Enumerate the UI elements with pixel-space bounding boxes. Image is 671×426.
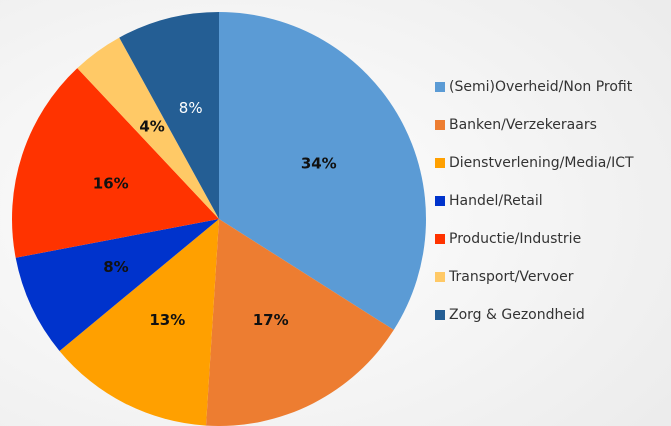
legend-swatch	[435, 272, 445, 282]
value-label: 8%	[179, 99, 203, 117]
pie-slice	[206, 219, 394, 426]
legend-label: Dienstverlening/Media/ICT	[449, 155, 634, 171]
legend-label: (Semi)Overheid/Non Profit	[449, 79, 633, 95]
legend-swatch	[435, 196, 445, 206]
value-label: 13%	[149, 311, 185, 329]
legend: (Semi)Overheid/Non Profit Banken/Verzeker…	[435, 79, 634, 323]
value-label: 34%	[301, 155, 337, 173]
legend-swatch	[435, 82, 445, 92]
value-label: 16%	[93, 174, 129, 192]
legend-label: Transport/Vervoer	[448, 269, 574, 285]
legend-swatch	[435, 310, 445, 320]
pie-slice	[59, 219, 220, 426]
legend-swatch	[435, 158, 445, 168]
legend-swatch	[435, 120, 445, 130]
legend-label: Handel/Retail	[449, 193, 543, 209]
legend-label: Productie/Industrie	[449, 231, 581, 247]
legend-swatch	[435, 234, 445, 244]
pie-slice	[119, 12, 219, 219]
pie-slice	[219, 12, 426, 330]
legend-label: Banken/Verzekeraars	[449, 117, 597, 133]
value-label: 17%	[253, 311, 289, 329]
value-label: 8%	[103, 258, 128, 276]
pie-slice	[12, 68, 219, 258]
pie-slice	[77, 37, 219, 219]
pie: 34% 17% 13% 8% 16% 4% 8%	[12, 12, 426, 426]
legend-label: Zorg & Gezondheid	[449, 307, 585, 323]
value-label: 4%	[139, 117, 164, 135]
pie-slice	[15, 219, 220, 351]
